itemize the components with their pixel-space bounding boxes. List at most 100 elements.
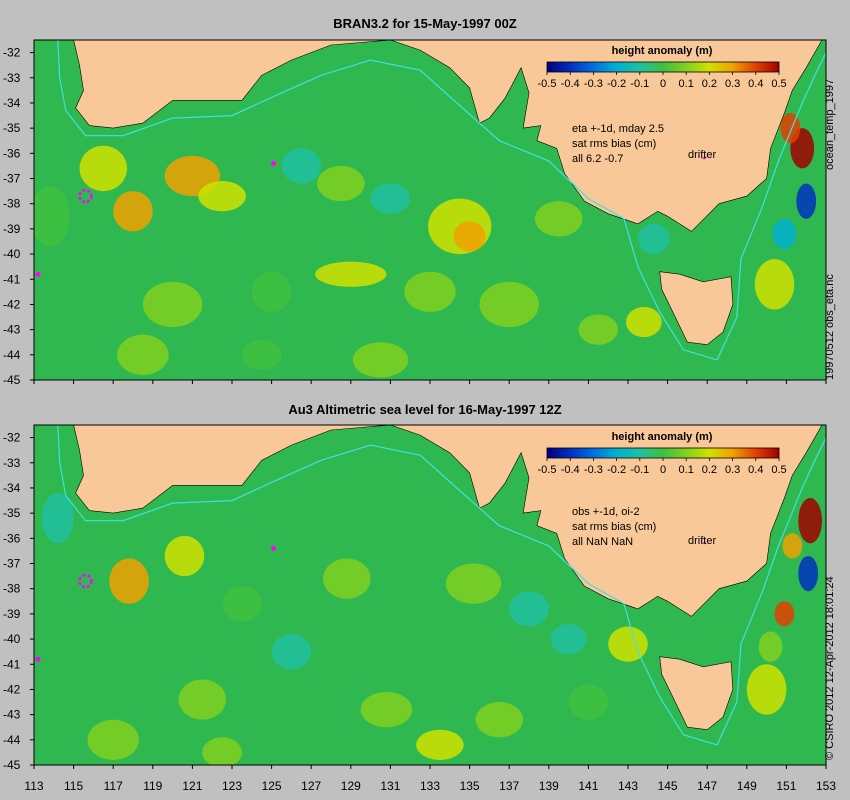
anomaly-patch	[780, 113, 801, 144]
colorbar-tick-label: 0.5	[771, 78, 786, 90]
lat-tick-label: -40	[3, 247, 21, 261]
lat-tick-labels: -32 -33 -34 -35 -36 -37 -38 -39 -40 -41 -42 -43 -44 -…	[3, 431, 827, 772]
annotation-line-1: eta +-1d, mday 2.5	[572, 123, 664, 135]
side-label: 19970512 obs_eta.nc	[824, 274, 836, 380]
panel-title: Au3 Altimetric sea level for 16-May-1997…	[288, 402, 561, 417]
lon-tick-label: 143	[618, 779, 638, 793]
anomaly-patch	[746, 664, 787, 715]
anomaly-patch	[370, 183, 411, 214]
colorbar-tick-label: 0.4	[748, 464, 763, 476]
lat-tick-label: -36	[3, 146, 21, 160]
lon-tick-label: 151	[776, 779, 796, 793]
colorbar-ramp	[546, 447, 780, 459]
lat-tick-label: -39	[3, 222, 21, 236]
lat-tick-label: -40	[3, 632, 21, 646]
lon-tick-label: 113	[24, 779, 43, 793]
colorbar-tick-label: 0.3	[725, 78, 740, 90]
colorbar-tick-label: 0.1	[679, 464, 694, 476]
anomaly-patch	[475, 702, 524, 738]
anomaly-patch	[782, 533, 803, 559]
mainland-coast	[34, 425, 826, 617]
lat-tick-label: -45	[3, 758, 21, 772]
lon-tick-label: 127	[301, 779, 321, 793]
anomaly-patch	[608, 626, 648, 662]
lon-tick-label: 117	[104, 779, 123, 793]
colorbar-title: height anomaly (m)	[612, 431, 713, 443]
anomaly-patch	[416, 729, 464, 760]
drifter-marker	[271, 545, 277, 551]
anomaly-patch	[578, 314, 619, 345]
isobath-line	[57, 40, 826, 361]
lat-tick-label: -42	[3, 682, 21, 696]
anomaly-patch	[534, 201, 583, 237]
colorbar: height anomaly (m) -0.5 -0.4 -0.3 -0.2 -0.1 0…	[538, 431, 787, 476]
anomaly-patch	[637, 223, 670, 255]
lat-tick-label: -35	[3, 121, 21, 135]
anomaly-patch	[796, 183, 817, 219]
anomaly-patch	[222, 586, 262, 622]
annotation-line-1: obs +-1d, oi-2	[572, 506, 640, 518]
anomaly-patch	[34, 186, 70, 247]
lon-tick-label: 129	[341, 779, 361, 793]
lon-tick-label: 119	[143, 779, 162, 793]
anomaly-patch	[178, 679, 227, 720]
anomaly-patch	[445, 563, 502, 604]
tasmania	[659, 656, 734, 731]
colorbar-tick-label: -0.5	[538, 78, 557, 90]
lat-tick-label: -41	[3, 657, 21, 671]
anomaly-patch	[241, 339, 282, 370]
lon-tick-label: 135	[460, 779, 480, 793]
anomaly-patch	[117, 334, 169, 375]
colorbar-tick-label: 0.5	[771, 464, 786, 476]
lat-tick-label: -33	[3, 456, 21, 470]
lat-tick-label: -34	[3, 96, 21, 110]
lat-tick-labels: -32 -33 -34 -35 -36 -37 -38 -39 -40 -41 -42 -43 -44 -…	[3, 46, 827, 387]
lat-tick-label: -37	[3, 172, 21, 186]
annotation-line-2: sat rms bias (cm)	[572, 521, 656, 533]
lon-tick-label: 139	[539, 779, 559, 793]
anomaly-patch	[352, 342, 409, 378]
anomaly-patch	[271, 634, 312, 670]
anomaly-patch	[404, 271, 456, 312]
lat-tick-label: -44	[3, 733, 21, 747]
colorbar-tick-label: -0.3	[584, 78, 603, 90]
anomaly-patch	[109, 558, 149, 604]
anomaly-patch	[79, 145, 128, 192]
annotation-line-2: sat rms bias (cm)	[572, 138, 656, 150]
lon-tick-label: 137	[499, 779, 519, 793]
anomaly-patch	[550, 623, 587, 655]
lon-tick-labels: 113 115 117 119 121 123 125 127 129 131 133 135 137 1…	[24, 779, 836, 793]
colorbar-tick-label: 0.1	[679, 78, 694, 90]
lon-tick-label: 115	[64, 779, 83, 793]
colorbar-tick-label: 0	[660, 78, 666, 90]
map-area	[33, 424, 827, 766]
anomaly-patch	[164, 535, 205, 577]
lat-tick-label: -39	[3, 607, 21, 621]
lat-tick-label: -32	[3, 46, 21, 60]
lon-tick-label: 133	[420, 779, 440, 793]
anomaly-patch	[198, 181, 246, 212]
lat-tick-label: -43	[3, 708, 21, 722]
colorbar-tick-label: -0.2	[607, 464, 626, 476]
colorbar-tick-label: 0.3	[725, 464, 740, 476]
lat-tick-label: -45	[3, 373, 21, 387]
top-side-label: ocean_temp_1997	[824, 79, 836, 170]
drifter-marker	[271, 160, 277, 166]
colorbar-tick-label: -0.4	[561, 464, 580, 476]
annotation-line-3: all 6.2 -0.7	[572, 153, 623, 165]
colorbar-tick-label: 0.4	[748, 78, 763, 90]
colorbar-title: height anomaly (m)	[612, 45, 713, 57]
lat-tick-label: -35	[3, 506, 21, 520]
lon-tick-label: 121	[182, 779, 202, 793]
drifter-marker	[78, 573, 93, 589]
anomaly-patch	[754, 259, 795, 310]
anomaly-patch	[772, 218, 797, 250]
anomaly-patch	[798, 555, 819, 592]
anomaly-patch	[758, 631, 783, 662]
lat-tick-label: -33	[3, 71, 21, 85]
lat-tick-label: -32	[3, 431, 21, 445]
lon-tick-label: 145	[658, 779, 678, 793]
colorbar-tick-label: -0.2	[607, 78, 626, 90]
colorbar: height anomaly (m) -0.5 -0.4 -0.3 -0.2 -0.1 0…	[538, 45, 787, 90]
side-label: © CSIRO 2012 12-Apr-2012 18:01:24	[824, 576, 836, 760]
